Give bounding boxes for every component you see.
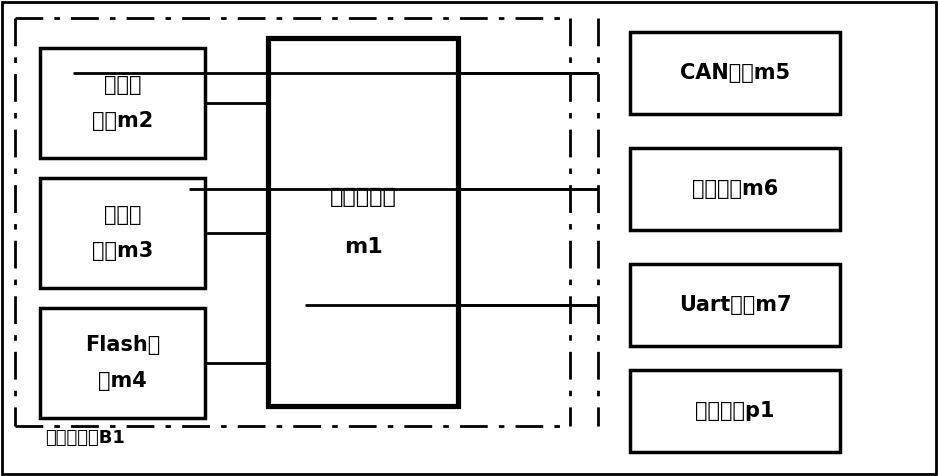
Text: 模块m3: 模块m3 <box>92 241 153 261</box>
Bar <box>40 308 205 418</box>
Text: 电源模块p1: 电源模块p1 <box>695 401 775 421</box>
Bar <box>40 48 205 158</box>
Bar <box>630 32 840 114</box>
Text: 网口模块m6: 网口模块m6 <box>692 179 779 199</box>
Text: 微处理单元: 微处理单元 <box>329 187 397 207</box>
Text: m1: m1 <box>343 237 383 257</box>
Bar <box>40 178 205 288</box>
Text: Uart模块m7: Uart模块m7 <box>679 295 792 315</box>
Text: Flash模: Flash模 <box>84 335 160 355</box>
Text: 扫描控制器B1: 扫描控制器B1 <box>45 429 125 447</box>
Bar <box>630 370 840 452</box>
Text: 看门狗: 看门狗 <box>104 205 142 225</box>
Text: 定时器: 定时器 <box>104 75 142 95</box>
Text: 块m4: 块m4 <box>98 371 147 391</box>
Text: CAN模块m5: CAN模块m5 <box>680 63 790 83</box>
Bar <box>630 148 840 230</box>
Text: 模块m2: 模块m2 <box>92 111 153 131</box>
Bar <box>630 264 840 346</box>
Bar <box>268 38 458 406</box>
